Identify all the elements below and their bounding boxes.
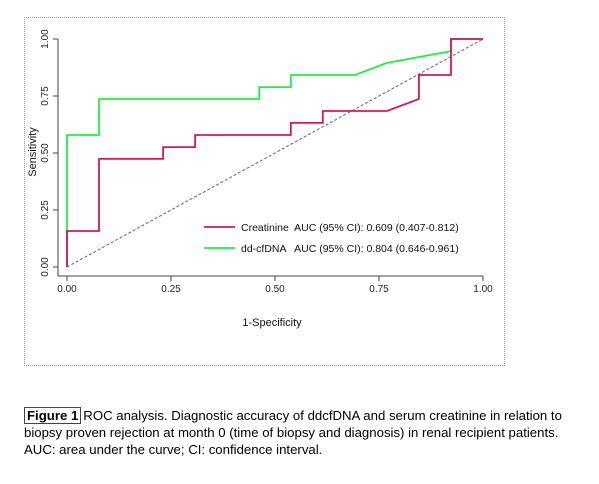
x-tick-label: 0.25 — [161, 284, 181, 295]
x-tick-label: 1.00 — [473, 284, 493, 295]
y-tick-label: 0.25 — [40, 200, 51, 220]
y-tick-label: 0.75 — [40, 86, 51, 106]
y-axis-label: Sensitivity — [27, 127, 39, 177]
legend: Creatinine AUC (95% CI): 0.609 (0.407-0.… — [204, 222, 459, 255]
figure-caption: Figure 1 ROC analysis. Diagnostic accurac… — [24, 407, 579, 458]
reference-line — [66, 38, 484, 268]
roc-chart: 0.00 0.25 0.50 0.75 1.00 0.00 0.25 0.50 0.75 1.00… — [27, 29, 493, 329]
axes: 0.00 0.25 0.50 0.75 1.00 0.00 0.25 0.50 0.75 1.00 — [40, 29, 493, 295]
y-tick-label: 0.50 — [40, 143, 51, 163]
caption-label: Figure 1 — [24, 407, 82, 424]
y-tick-label: 0.00 — [40, 257, 51, 277]
chart-frame — [24, 17, 505, 366]
legend-entry: Creatinine AUC (95% CI): 0.609 (0.407-0.… — [241, 222, 459, 234]
caption-text: ROC analysis. Diagnostic accuracy of ddc… — [24, 408, 562, 457]
x-axis-label: 1-Specificity — [242, 317, 302, 329]
x-tick-label: 0.50 — [265, 284, 285, 295]
x-tick-label: 0.75 — [369, 284, 389, 295]
legend-entry: dd-cfDNA AUC (95% CI): 0.804 (0.646-0.96… — [241, 243, 459, 255]
series-layer — [66, 38, 483, 267]
reference-diagonal — [66, 38, 484, 268]
series-line-creatinine — [66, 38, 483, 267]
x-tick-label: 0.00 — [57, 284, 77, 295]
y-tick-label: 1.00 — [40, 29, 51, 49]
